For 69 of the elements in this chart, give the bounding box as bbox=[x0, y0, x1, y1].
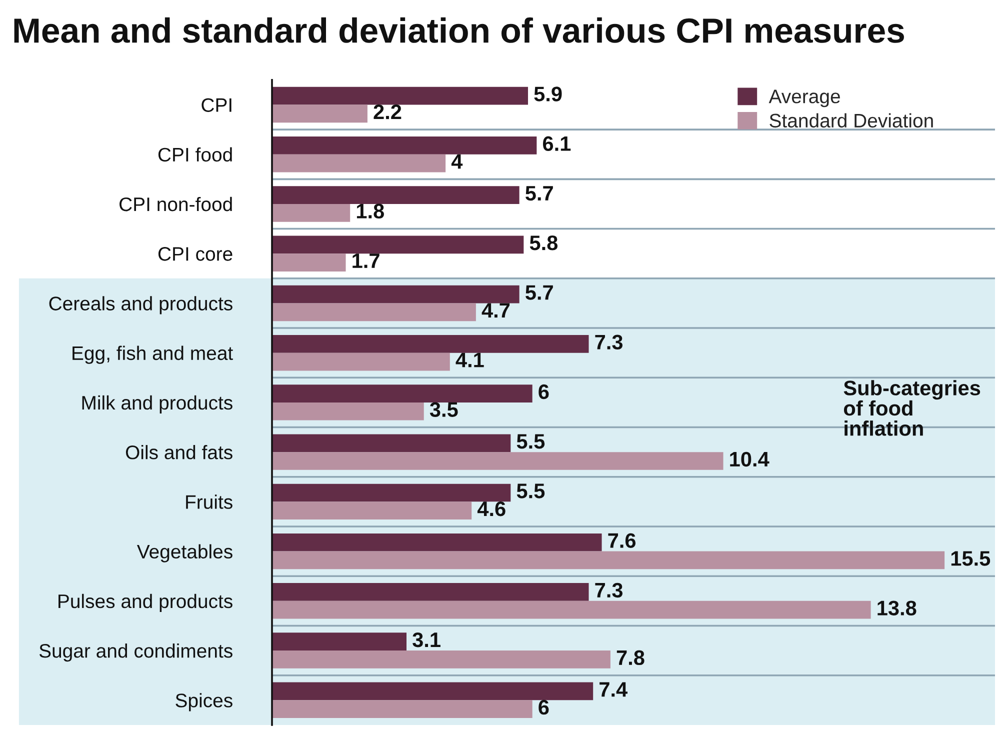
data-label: 3.1 bbox=[412, 632, 440, 648]
data-label: 5.5 bbox=[516, 484, 545, 498]
data-label: 5.5 bbox=[516, 434, 545, 449]
data-label: 1.7 bbox=[352, 254, 380, 268]
data-label: 2.2 bbox=[374, 104, 402, 120]
bar bbox=[272, 86, 528, 105]
data-label: 5.7 bbox=[526, 186, 553, 201]
legend-label: Standard Deviation bbox=[770, 113, 933, 128]
y-tick-label: CPI food bbox=[158, 147, 232, 162]
data-label: 4.1 bbox=[456, 352, 484, 368]
y-tick-label: CPI core bbox=[158, 247, 232, 261]
bar bbox=[272, 632, 407, 651]
bar bbox=[272, 154, 446, 172]
bar bbox=[272, 352, 450, 371]
bar bbox=[272, 136, 537, 154]
data-label: 7.3 bbox=[595, 334, 623, 350]
bar bbox=[272, 682, 594, 700]
bar bbox=[272, 484, 511, 502]
bar bbox=[272, 254, 346, 272]
data-label: 4.7 bbox=[482, 303, 510, 318]
data-label: 10.4 bbox=[730, 452, 770, 467]
bar bbox=[272, 204, 350, 222]
data-label: 4 bbox=[451, 154, 463, 169]
chart-title: Mean and standard deviation of various CPI measures bbox=[14, 17, 904, 43]
bar bbox=[272, 236, 524, 254]
data-label: 1.8 bbox=[356, 204, 384, 218]
y-tick-label: Sugar and condiments bbox=[39, 643, 232, 662]
data-label: 15.5 bbox=[951, 551, 990, 566]
y-tick-label: Egg, fish and meat bbox=[72, 346, 233, 364]
data-label: 4.6 bbox=[477, 501, 506, 516]
bar bbox=[272, 303, 476, 322]
data-label: 5.9 bbox=[534, 86, 562, 102]
bar bbox=[272, 334, 589, 353]
bar bbox=[272, 600, 871, 619]
y-tick-label: Pulses and products bbox=[58, 594, 232, 612]
bar bbox=[272, 583, 589, 601]
y-tick-label: Milk and products bbox=[82, 395, 232, 414]
y-tick-label: CPI non-food bbox=[120, 196, 232, 212]
y-tick-label: Fruits bbox=[186, 494, 232, 509]
bar bbox=[272, 700, 532, 718]
bar bbox=[272, 186, 520, 204]
bar bbox=[272, 452, 724, 470]
bar bbox=[272, 104, 368, 123]
y-tick-label: Cereals and products bbox=[49, 296, 232, 314]
data-label: 7.3 bbox=[595, 582, 623, 598]
y-tick-label: CPI bbox=[202, 98, 232, 112]
y-tick-label: Vegetables bbox=[136, 544, 232, 562]
bar bbox=[272, 285, 520, 304]
bar bbox=[272, 551, 945, 570]
bar bbox=[272, 502, 472, 520]
data-label: 5.8 bbox=[530, 236, 558, 250]
bar bbox=[272, 402, 424, 420]
band-label: Sub-categries of food inflation bbox=[844, 380, 980, 436]
bar bbox=[272, 533, 602, 552]
data-label: 13.8 bbox=[878, 600, 916, 616]
data-label: 6.1 bbox=[543, 136, 571, 152]
data-label: 7.8 bbox=[616, 650, 644, 666]
bar bbox=[272, 650, 610, 668]
data-label: 7.4 bbox=[600, 682, 628, 697]
data-label: 6 bbox=[538, 700, 549, 715]
bar bbox=[272, 384, 532, 402]
data-label: 7.6 bbox=[608, 533, 636, 548]
bar bbox=[272, 434, 511, 452]
data-label: 6 bbox=[538, 384, 549, 400]
data-label: 5.7 bbox=[526, 285, 553, 300]
y-tick-label: Spices bbox=[176, 693, 232, 712]
data-label: 3.5 bbox=[430, 402, 458, 417]
legend-label: Average bbox=[768, 90, 840, 108]
y-tick-label: Oils and fats bbox=[126, 445, 232, 460]
